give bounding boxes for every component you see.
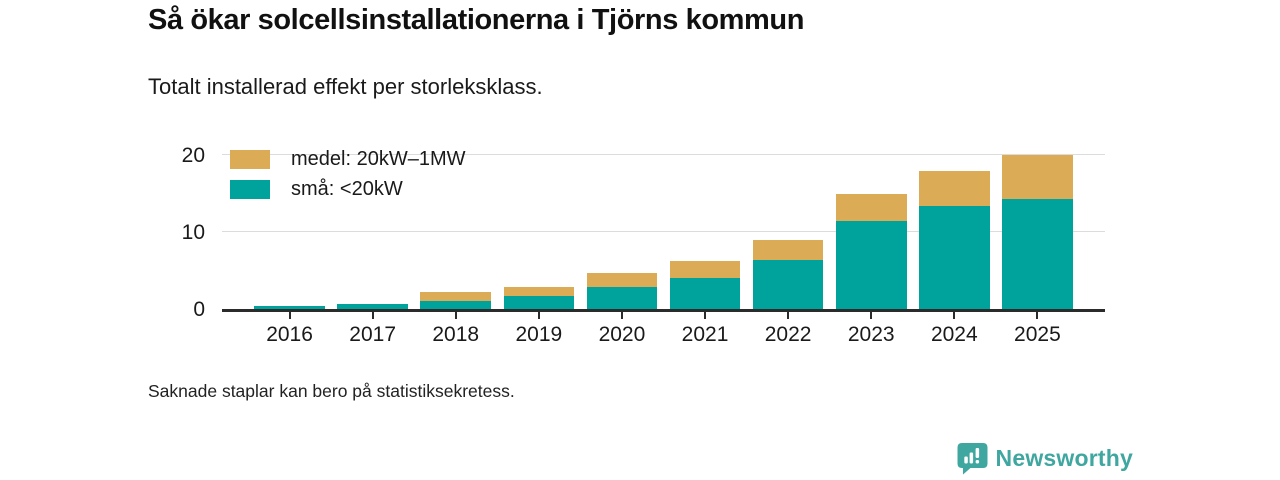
y-axis-labels: 0 10 20 [150, 144, 205, 321]
x-tick-cell-2022: 2022 [747, 312, 830, 347]
bar-2019 [503, 287, 575, 309]
bar-2019-segment-medel [503, 287, 575, 296]
bar-2017-segment-sma [337, 304, 408, 309]
y-label-10: 10 [181, 221, 205, 245]
tick-mark-2023 [870, 312, 873, 319]
bar-2017-segment-medel [337, 303, 408, 305]
tick-mark-2018 [454, 312, 457, 319]
tick-mark-2016 [288, 312, 291, 319]
bar-2025-segment-medel [1002, 155, 1073, 199]
bar-2025-segment-sma [1002, 199, 1073, 309]
bar-slot-2021 [663, 145, 746, 309]
x-axis: 2016 2017 2018 2019 2020 2021 2022 2023 2024 2025 [222, 312, 1105, 347]
legend: medel: 20kW–1MW små: <20kW [230, 148, 466, 201]
bar-2018 [420, 292, 492, 309]
bar-2018-segment-medel [420, 292, 492, 301]
bar-slot-2019 [497, 145, 580, 309]
x-label-2020: 2020 [598, 323, 646, 346]
tick-mark-2024 [953, 312, 956, 319]
x-tick-cell-2025: 2025 [996, 312, 1079, 347]
logo-bar-small [963, 456, 968, 464]
x-label-2022: 2022 [764, 323, 812, 346]
x-tick-cell-2021: 2021 [663, 312, 746, 347]
bar-2024-segment-sma [918, 206, 990, 309]
newsworthy-wordmark: Newsworthy [995, 445, 1133, 471]
tick-mark-2017 [371, 312, 374, 319]
tick-mark-2025 [1036, 312, 1039, 319]
bar-slot-2020 [580, 145, 663, 309]
bar-2021 [669, 261, 741, 309]
legend-swatch-medel [230, 150, 270, 169]
logo-bar-tall [969, 452, 973, 464]
x-label-2024: 2024 [930, 323, 978, 346]
bar-2016 [254, 305, 325, 309]
bar-2018-segment-sma [420, 300, 492, 309]
x-label-2019: 2019 [515, 323, 563, 346]
x-tick-cell-2018: 2018 [414, 312, 497, 347]
bar-slot-2016 [248, 145, 331, 309]
bar-2022 [752, 239, 824, 309]
bar-slot-2023 [830, 145, 913, 309]
y-label-20: 20 [181, 144, 205, 168]
chart-footnote: Saknade staplar kan bero på statistiksek… [148, 381, 515, 401]
x-label-2021: 2021 [681, 323, 729, 346]
legend-item-medel: medel: 20kW–1MW [230, 148, 466, 171]
tick-mark-2019 [537, 312, 540, 319]
x-tick-cell-2017: 2017 [331, 312, 414, 347]
bar-slot-2025 [996, 145, 1079, 309]
tick-mark-2022 [787, 312, 790, 319]
x-label-2023: 2023 [847, 323, 895, 346]
gridlines [222, 145, 1105, 309]
bar-slot-2018 [414, 145, 497, 309]
tick-mark-2021 [704, 312, 707, 319]
bar-slot-2017 [331, 145, 414, 309]
bar-slot-2022 [747, 145, 830, 309]
bar-2017 [337, 303, 408, 309]
x-label-2025: 2025 [1014, 323, 1061, 346]
x-tick-cell-2016: 2016 [248, 312, 331, 347]
chart-subtitle: Totalt installerad effekt per storlekskl… [148, 74, 543, 99]
bar-2023-segment-sma [835, 220, 907, 309]
y-label-0: 0 [193, 298, 205, 321]
bars-row [222, 145, 1105, 309]
logo-exclamation-bar [975, 448, 979, 458]
plot-area: medel: 20kW–1MW små: <20kW [222, 145, 1105, 312]
bar-2020-segment-medel [586, 272, 658, 287]
legend-label-medel: medel: 20kW–1MW [291, 148, 466, 170]
bar-2021-segment-medel [669, 261, 741, 279]
gridline-10 [222, 231, 1105, 233]
bar-2024-segment-medel [918, 171, 990, 206]
bar-2020-segment-sma [586, 286, 658, 309]
gridline-20 [222, 154, 1105, 156]
legend-item-sma: små: <20kW [230, 178, 466, 201]
bar-2020 [586, 272, 658, 309]
bar-2023-segment-medel [835, 193, 907, 221]
x-label-2017: 2017 [349, 323, 396, 346]
x-tick-cell-2024: 2024 [913, 312, 996, 347]
x-label-2018: 2018 [432, 323, 480, 346]
x-tick-cell-2020: 2020 [580, 312, 663, 347]
bar-2021-segment-sma [669, 278, 741, 309]
legend-swatch-sma [230, 180, 270, 199]
x-label-2016: 2016 [266, 323, 313, 346]
legend-label-sma: små: <20kW [291, 178, 403, 200]
bar-2019-segment-sma [503, 295, 575, 309]
bar-slot-2024 [913, 145, 996, 309]
bar-2022-segment-medel [752, 239, 824, 260]
bar-2022-segment-sma [752, 259, 824, 309]
chart-title: Så ökar solcellsinstallationerna i Tjörn… [148, 4, 805, 36]
x-tick-cell-2023: 2023 [830, 312, 913, 347]
x-tick-cell-2019: 2019 [497, 312, 580, 347]
tick-mark-2020 [620, 312, 623, 319]
newsworthy-chart-bubble-icon [957, 443, 988, 475]
bar-2023 [835, 193, 907, 309]
bar-2016-segment-sma [254, 305, 325, 309]
newsworthy-logo: Newsworthy [957, 442, 1133, 475]
bar-2024 [918, 171, 990, 309]
logo-exclamation-dot [975, 460, 979, 464]
bar-2025 [1002, 155, 1073, 309]
